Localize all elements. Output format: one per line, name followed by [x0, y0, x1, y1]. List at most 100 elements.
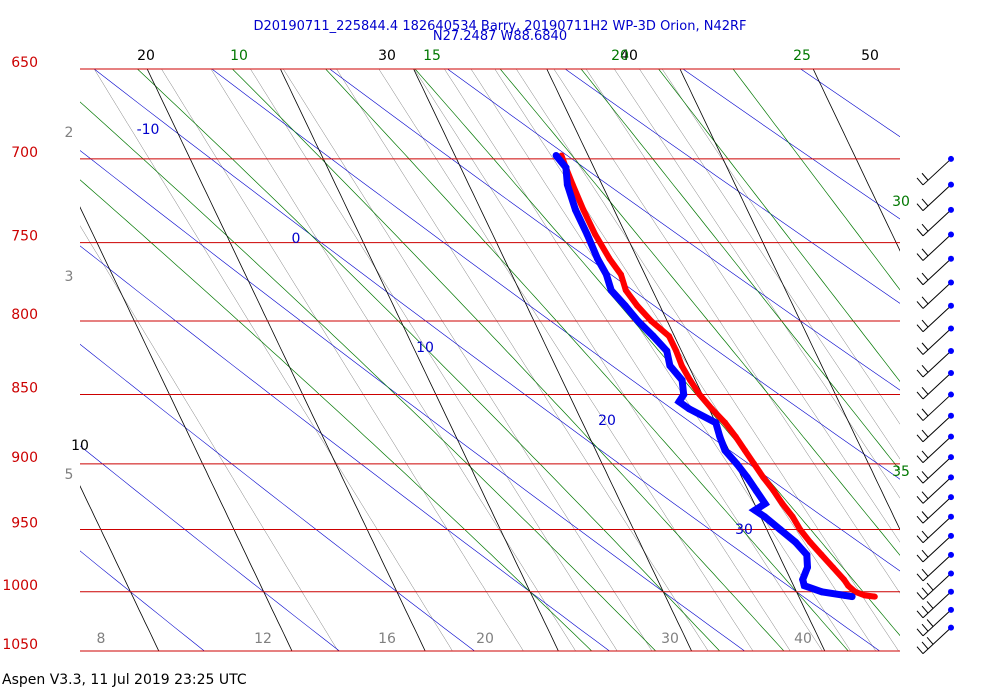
isotherm-line	[812, 69, 900, 252]
dry-adiabat-line	[80, 550, 205, 651]
dewpoint-point	[563, 181, 571, 189]
dry-adiabat-line	[80, 245, 611, 651]
isotherm-label: 40	[620, 48, 638, 64]
mixing-ratio-line	[444, 69, 823, 651]
dry-adiabat-label: 0	[292, 231, 301, 247]
wind-barb	[916, 369, 954, 400]
temperature-point	[580, 206, 587, 213]
mixing-ratio-label: 30	[661, 631, 679, 647]
temperature-point	[779, 500, 786, 507]
isotherm-line	[146, 69, 426, 651]
dewpoint-point	[776, 526, 784, 533]
wind-barb	[916, 347, 954, 378]
dry-adiabat-label: 10	[416, 340, 434, 356]
temperature-trace	[558, 154, 876, 600]
dry-adiabat-line	[0, 0, 138, 700]
pressure-label: 650	[11, 55, 38, 71]
moist-adiabat-line	[80, 179, 593, 651]
moist-adiabat-line	[580, 69, 900, 471]
mixing-ratio-line	[661, 69, 900, 425]
temperature-point	[708, 405, 715, 412]
dry-adiabat-line	[390, 0, 1000, 700]
isotherm-line	[80, 485, 160, 651]
isotherm-label: 50	[861, 48, 879, 64]
mixing-ratio-label: 8	[97, 631, 106, 647]
dewpoint-point	[572, 206, 579, 214]
wind-barb	[916, 302, 954, 333]
isotherm-label: 10	[71, 438, 89, 454]
wind-barb	[916, 570, 954, 600]
temperature-point	[648, 318, 655, 324]
dewpoint-point	[663, 347, 671, 355]
pressure-label: 950	[11, 516, 38, 532]
temperature-point	[861, 592, 868, 599]
wind-barb	[916, 231, 954, 261]
temperature-point	[829, 564, 836, 571]
mixing-ratio-line	[93, 69, 453, 651]
dewpoint-point	[761, 500, 769, 508]
dewpoint-point	[562, 164, 570, 172]
moist-adiabat-label: 35	[892, 464, 910, 480]
dewpoint-point	[848, 593, 856, 601]
moist-adiabat-label: 10	[230, 48, 248, 64]
chart-title-line2: N27.2487 W88.6840	[432, 29, 568, 44]
dewpoint-point	[649, 332, 657, 340]
mixing-ratio-label: 2	[65, 125, 74, 141]
dewpoint-point	[602, 271, 610, 279]
wind-barb	[916, 494, 954, 524]
dry-adiabat-line	[185, 0, 1000, 700]
mixing-ratio-line	[494, 69, 877, 651]
footer-version: Aspen V3.3, 11 Jul 2019 23:25 UTC	[2, 672, 247, 688]
isotherm-line	[937, 50, 1000, 662]
pressure-label: 1050	[2, 637, 38, 653]
dewpoint-point	[716, 433, 724, 441]
temperature-point	[818, 551, 825, 558]
temperature-point	[770, 487, 777, 494]
temperature-point	[673, 348, 680, 354]
wind-barb	[916, 279, 954, 309]
temperature-point	[852, 588, 859, 595]
wind-barb	[916, 551, 954, 582]
dewpoint-point	[792, 538, 799, 546]
temperature-point	[797, 526, 804, 533]
dewpoint-point	[678, 376, 686, 384]
dewpoint-point	[733, 460, 741, 468]
wind-barb	[916, 391, 954, 421]
dewpoint-point	[800, 582, 808, 590]
isotherm-line	[0, 50, 31, 662]
temperature-point	[687, 377, 694, 384]
wind-barb	[916, 433, 954, 464]
temperature-point	[722, 419, 729, 426]
wind-barb	[916, 255, 954, 286]
dewpoint-point	[594, 255, 601, 263]
dry-adiabat-label: -10	[137, 122, 160, 138]
mixing-ratio-line	[470, 69, 851, 651]
dewpoint-point	[666, 362, 674, 370]
dry-adiabat-line	[80, 343, 475, 651]
mixing-ratio-line	[413, 69, 791, 651]
temperature-point	[807, 539, 814, 546]
dewpoint-trace	[553, 153, 853, 601]
wind-barb	[916, 532, 954, 563]
moist-adiabat-label: 15	[423, 48, 441, 64]
mixing-ratio-line	[250, 69, 618, 651]
wind-barb	[916, 181, 954, 212]
mixing-ratio-label: 20	[476, 631, 494, 647]
temperature-point	[732, 433, 739, 440]
dry-adiabat-line	[288, 0, 1000, 700]
chart-title-line1: D20190711_225844.4 182640534 Barry, 2019…	[253, 19, 747, 34]
temperature-point	[845, 582, 852, 589]
moist-adiabat-label: 20	[611, 48, 629, 64]
dewpoint-point	[761, 513, 769, 521]
mixing-ratio-label: 40	[794, 631, 812, 647]
pressure-label: 850	[11, 381, 38, 397]
wind-barb	[916, 206, 954, 237]
temperature-point	[606, 255, 613, 262]
temperature-point	[696, 391, 703, 398]
mixing-ratio-line	[80, 225, 339, 651]
pressure-label: 700	[11, 145, 38, 161]
wind-barb	[916, 624, 954, 655]
wind-barb	[916, 412, 954, 443]
dewpoint-point	[818, 588, 826, 596]
